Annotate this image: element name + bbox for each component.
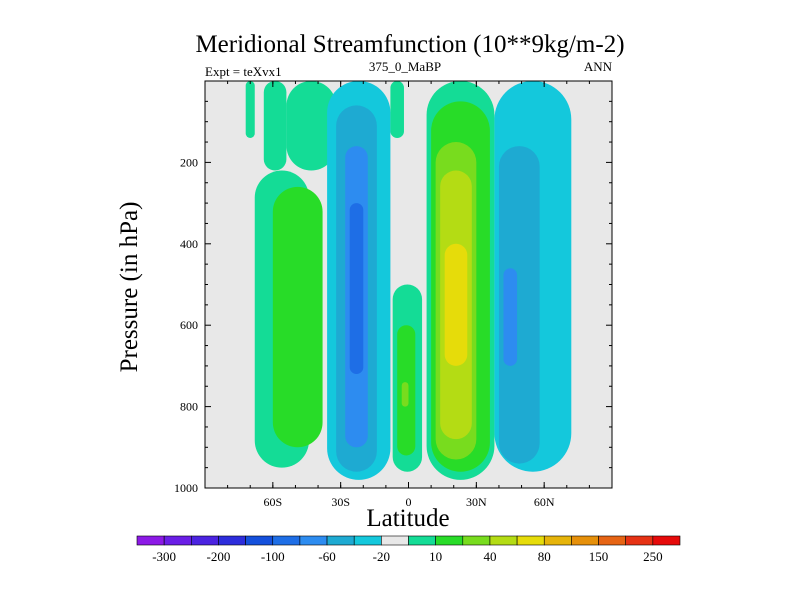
colorbar-swatch [652,535,681,546]
y-tick-label: 200 [180,155,198,169]
colorbar-label: 80 [538,549,551,564]
x-axis: 60S 30S 0 30N 60N [227,81,590,509]
contour-region [272,186,323,448]
chart-title: Meridional Streamfunction (10**9kg/m-2) [195,31,624,58]
colorbar-swatch [462,535,491,546]
y-tick-label: 400 [180,237,198,251]
period-label: 375_0_MaBP [369,59,441,74]
colorbar-label: 150 [589,549,609,564]
y-tick-label: 1000 [174,481,198,495]
colorbar-swatch [163,535,192,546]
contour-region [349,203,364,375]
y-tick-label: 600 [180,318,198,332]
x-tick-label: 60S [263,495,282,509]
colorbar-label: 250 [643,549,663,564]
y-tick-label: 800 [180,400,198,414]
y-axis: 200 400 600 800 1000 [174,100,612,495]
x-tick-label: 0 [406,495,412,509]
colorbar-swatch [381,535,409,546]
colorbar-swatch [245,535,274,546]
colorbar-swatch [218,535,246,546]
x-tick-label: 30N [466,495,487,509]
colorbar-swatch [543,535,572,546]
colorbar-label: 10 [429,549,442,564]
colorbar-label: -20 [373,549,390,564]
experiment-label: Expt = teXvx1 [205,64,282,79]
colorbar-swatch [299,535,328,546]
colorbar-label: 40 [483,549,496,564]
colorbar-label: -100 [261,549,285,564]
colorbar-swatch [489,535,518,546]
colorbar-swatch [272,535,301,546]
x-tick-label: 30S [331,495,350,509]
colorbar-swatch [136,535,165,546]
colorbar-label: -300 [152,549,176,564]
x-tick-label: 60N [534,495,555,509]
colorbar-swatch [598,535,626,546]
colorbar-swatch [353,535,382,546]
contour-region [401,382,409,407]
contour-region [503,268,518,366]
colorbar-swatch [516,535,545,546]
colorbar-swatch [435,535,464,546]
colorbar-label: -200 [207,549,231,564]
contour-region [263,81,287,171]
colorbar-swatch [326,535,355,546]
y-axis-label: Pressure (in hPa) [116,202,143,373]
colorbar-label: -60 [318,549,335,564]
contour-fill-group [245,81,572,480]
colorbar-swatch [408,535,436,546]
colorbar-swatch [571,535,599,546]
contour-region [444,243,468,366]
contour-region [498,146,540,464]
contour-region [390,81,404,138]
contour-region [286,81,337,171]
colorbar-swatch [191,535,219,546]
season-label: ANN [584,59,613,74]
contour-region [245,81,255,138]
x-axis-label: Latitude [366,505,449,532]
colorbar-swatch [625,535,654,546]
colorbar: -300 -200 -100 -60 -20 10 40 80 150 250 [136,535,681,564]
